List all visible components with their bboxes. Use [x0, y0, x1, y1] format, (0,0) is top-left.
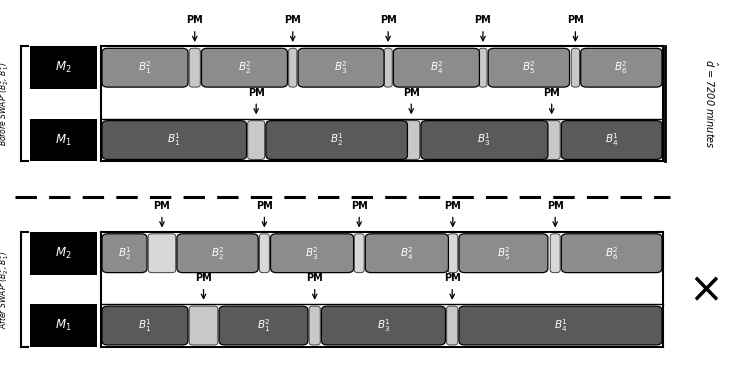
- FancyBboxPatch shape: [270, 234, 354, 273]
- Text: $M_2$: $M_2$: [55, 60, 72, 75]
- FancyBboxPatch shape: [148, 234, 176, 273]
- FancyBboxPatch shape: [298, 48, 384, 87]
- FancyBboxPatch shape: [321, 306, 446, 345]
- Text: $\hat{d}$ = 7200 minutes: $\hat{d}$ = 7200 minutes: [703, 59, 720, 149]
- Text: PM: PM: [351, 201, 368, 211]
- FancyBboxPatch shape: [543, 121, 560, 160]
- Text: $M_1$: $M_1$: [55, 318, 72, 333]
- FancyBboxPatch shape: [354, 234, 364, 273]
- FancyBboxPatch shape: [189, 306, 218, 345]
- FancyBboxPatch shape: [488, 48, 569, 87]
- Text: PM: PM: [154, 201, 170, 211]
- Text: PM: PM: [543, 88, 560, 98]
- FancyBboxPatch shape: [403, 121, 419, 160]
- Text: PM: PM: [285, 15, 301, 25]
- FancyBboxPatch shape: [561, 234, 662, 273]
- FancyBboxPatch shape: [459, 234, 548, 273]
- Text: $B_3^1$: $B_3^1$: [377, 317, 390, 334]
- Text: PM: PM: [547, 201, 563, 211]
- FancyBboxPatch shape: [551, 234, 560, 273]
- FancyBboxPatch shape: [384, 48, 392, 87]
- FancyBboxPatch shape: [459, 306, 662, 345]
- Text: $B_2^2$: $B_2^2$: [237, 59, 252, 76]
- Text: $B_6^2$: $B_6^2$: [604, 245, 619, 262]
- Text: PM: PM: [444, 273, 461, 283]
- Text: $B_4^2$: $B_4^2$: [400, 245, 413, 262]
- Text: $M_1$: $M_1$: [55, 132, 72, 148]
- Text: PM: PM: [475, 15, 491, 25]
- Text: $\times$: $\times$: [688, 268, 720, 311]
- FancyBboxPatch shape: [288, 48, 297, 87]
- Text: $B_6^2$: $B_6^2$: [614, 59, 628, 76]
- Text: PM: PM: [567, 15, 583, 25]
- Text: $B_1^2$: $B_1^2$: [138, 59, 152, 76]
- Text: $B_5^2$: $B_5^2$: [522, 59, 536, 76]
- FancyBboxPatch shape: [259, 234, 270, 273]
- FancyBboxPatch shape: [219, 306, 308, 345]
- Text: $B_1^1$: $B_1^1$: [167, 132, 181, 148]
- Text: $B_1^2$: $B_1^2$: [257, 317, 270, 334]
- Text: $B_4^1$: $B_4^1$: [554, 317, 568, 334]
- Text: $B_2^2$: $B_2^2$: [210, 245, 225, 262]
- Text: $B_2^1$: $B_2^1$: [118, 245, 132, 262]
- Text: $B_5^2$: $B_5^2$: [497, 245, 510, 262]
- Text: $B_3^2$: $B_3^2$: [334, 59, 348, 76]
- FancyBboxPatch shape: [580, 48, 662, 87]
- FancyBboxPatch shape: [177, 234, 258, 273]
- Text: PM: PM: [444, 201, 461, 211]
- Text: $B_2^1$: $B_2^1$: [330, 132, 344, 148]
- Text: $B_3^2$: $B_3^2$: [305, 245, 319, 262]
- FancyBboxPatch shape: [201, 48, 288, 87]
- Text: PM: PM: [248, 88, 264, 98]
- FancyBboxPatch shape: [479, 48, 487, 87]
- FancyBboxPatch shape: [421, 121, 548, 160]
- Text: PM: PM: [403, 88, 419, 98]
- FancyBboxPatch shape: [448, 234, 458, 273]
- FancyBboxPatch shape: [102, 306, 188, 345]
- Text: PM: PM: [195, 273, 212, 283]
- FancyBboxPatch shape: [102, 48, 188, 87]
- Text: PM: PM: [187, 15, 203, 25]
- FancyBboxPatch shape: [366, 234, 449, 273]
- Text: PM: PM: [380, 15, 396, 25]
- FancyBboxPatch shape: [102, 121, 246, 160]
- FancyBboxPatch shape: [248, 121, 264, 160]
- FancyBboxPatch shape: [266, 121, 407, 160]
- Text: PM: PM: [256, 201, 273, 211]
- FancyBboxPatch shape: [189, 48, 200, 87]
- FancyBboxPatch shape: [393, 48, 479, 87]
- Text: After SWAP$^2$($B_2^1$, $B_1^2$): After SWAP$^2$($B_2^1$, $B_1^2$): [0, 250, 11, 329]
- FancyBboxPatch shape: [102, 234, 147, 273]
- Text: $B_1^1$: $B_1^1$: [138, 317, 152, 334]
- Text: $B_3^1$: $B_3^1$: [477, 132, 491, 148]
- Text: Bofore SWAP$^2$($B_2^1$, $B_1^2$): Bofore SWAP$^2$($B_2^1$, $B_1^2$): [0, 62, 11, 146]
- FancyBboxPatch shape: [446, 306, 458, 345]
- FancyBboxPatch shape: [309, 306, 321, 345]
- FancyBboxPatch shape: [571, 48, 580, 87]
- Text: PM: PM: [306, 273, 323, 283]
- Text: $B_4^2$: $B_4^2$: [429, 59, 443, 76]
- FancyBboxPatch shape: [561, 121, 662, 160]
- Text: $M_2$: $M_2$: [55, 246, 72, 261]
- Text: $B_4^1$: $B_4^1$: [604, 132, 619, 148]
